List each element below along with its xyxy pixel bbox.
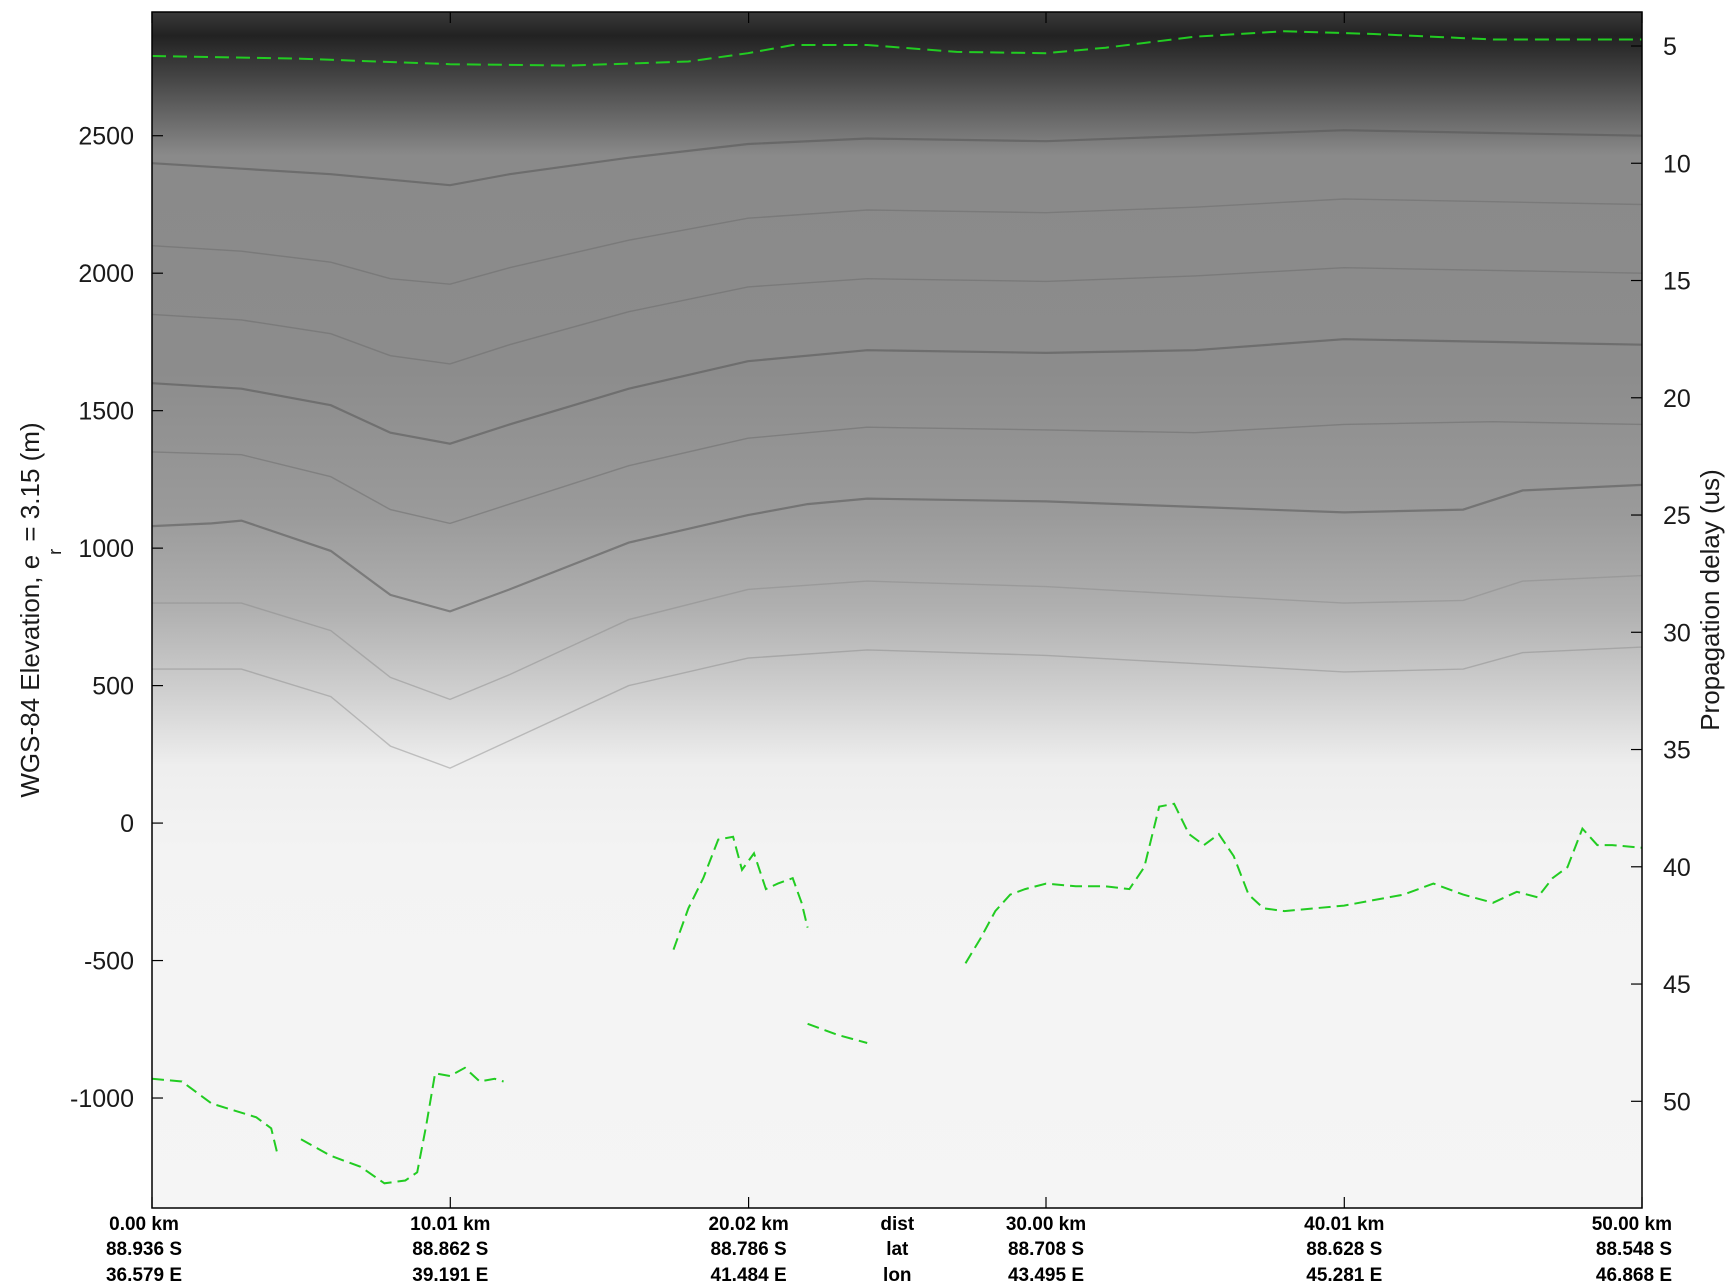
- x-axis-lat-label: 88.708 S: [1008, 1239, 1084, 1260]
- left-axis-tick-label: -500: [84, 948, 134, 976]
- x-axis-lon-label: 43.495 E: [1008, 1265, 1084, 1286]
- right-axis-title: Propagation delay (us): [1695, 469, 1725, 731]
- right-axis-tick-label: 45: [1663, 971, 1691, 999]
- right-axis-tick-label: 15: [1663, 268, 1691, 296]
- x-axis-lon-label: 41.484 E: [711, 1265, 787, 1286]
- x-axis-dist-label: 20.02 km: [708, 1214, 788, 1235]
- x-axis-dist-label: 10.01 km: [410, 1214, 490, 1235]
- radar-echo-background: [152, 12, 1642, 1208]
- left-axis-tick-label: -1000: [70, 1085, 134, 1113]
- x-axis-dist-label: 40.01 km: [1304, 1214, 1384, 1235]
- x-axis-row-title: lon: [883, 1265, 912, 1286]
- left-axis-title-prefix: WGS-84 Elevation, e: [15, 555, 45, 798]
- right-axis-tick-label: 10: [1663, 150, 1691, 178]
- x-axis-lon-label: 36.579 E: [106, 1265, 182, 1286]
- right-axis-tick-label: 20: [1663, 385, 1691, 413]
- internal-layer-line: [152, 266, 1642, 365]
- x-axis-lat-label: 88.862 S: [412, 1239, 488, 1260]
- plot-frame: [151, 11, 1643, 1209]
- left-axis-tick-label: 2500: [78, 123, 134, 151]
- right-axis-tick-label: 50: [1663, 1088, 1691, 1116]
- right-axis-tick-label: 30: [1663, 619, 1691, 647]
- bed-pick-segment: [964, 802, 1642, 964]
- x-axis-lon-label: 45.281 E: [1306, 1265, 1382, 1286]
- right-axis-tick-label: 40: [1663, 854, 1691, 882]
- left-axis-tick-label: 1500: [78, 398, 134, 426]
- left-axis-tick-label: 1000: [78, 535, 134, 563]
- right-axis-tick-label: 35: [1663, 737, 1691, 765]
- x-axis-row-title: lat: [886, 1239, 909, 1260]
- bed-pick-segment: [672, 835, 809, 950]
- right-axis-tick-label: 25: [1663, 502, 1691, 530]
- x-axis-dist-label: 50.00 km: [1592, 1214, 1672, 1235]
- internal-layer-line: [152, 483, 1642, 613]
- internal-layer-line: [152, 338, 1642, 445]
- internal-layer-line: [152, 129, 1642, 187]
- bed-pick-segment: [300, 1066, 504, 1185]
- internal-layer-line: [152, 574, 1642, 701]
- x-axis-lat-label: 88.548 S: [1596, 1239, 1672, 1260]
- internal-layers: [152, 129, 1642, 769]
- x-axis-row-title: dist: [880, 1214, 914, 1235]
- left-axis-tick-label: 500: [92, 673, 134, 701]
- x-axis-dist-label: 30.00 km: [1006, 1214, 1086, 1235]
- x-axis-dist-label: 0.00 km: [109, 1214, 179, 1235]
- plot-area: [151, 11, 1643, 1209]
- bed-pick-segment: [807, 1022, 868, 1044]
- x-axis-lat-label: 88.936 S: [106, 1239, 182, 1260]
- layer-picks: [152, 30, 1642, 1185]
- internal-layer-line: [152, 198, 1642, 285]
- left-axis: 2500 2000 1500 1000 500 0 -500 -1000: [70, 123, 163, 1113]
- left-axis-tick-label: 2000: [78, 260, 134, 288]
- left-axis-title-subscript: r: [45, 549, 65, 555]
- left-axis-title: WGS-84 Elevation, er = 3.15 (m): [15, 422, 65, 797]
- x-axis-lat-label: 88.786 S: [711, 1239, 787, 1260]
- internal-layer-line: [152, 646, 1642, 769]
- x-axis-lat-label: 88.628 S: [1306, 1239, 1382, 1260]
- right-axis: 5 10 15 20 25 30 35 40 45 50: [1631, 33, 1691, 1116]
- left-axis-title-suffix: = 3.15 (m): [15, 422, 45, 548]
- surface-pick-line: [152, 30, 1642, 67]
- left-axis-tick-label: 0: [120, 810, 134, 838]
- bed-pick-segment: [152, 1077, 279, 1154]
- right-axis-tick-label: 5: [1663, 33, 1677, 61]
- x-axis-lon-label: 46.868 E: [1596, 1265, 1672, 1286]
- internal-layer-line: [152, 420, 1642, 525]
- x-axis: 0.00 km 88.936 S 36.579 E 10.01 km 88.862 S 3…: [106, 12, 1672, 1286]
- x-axis-lon-label: 39.191 E: [412, 1265, 488, 1286]
